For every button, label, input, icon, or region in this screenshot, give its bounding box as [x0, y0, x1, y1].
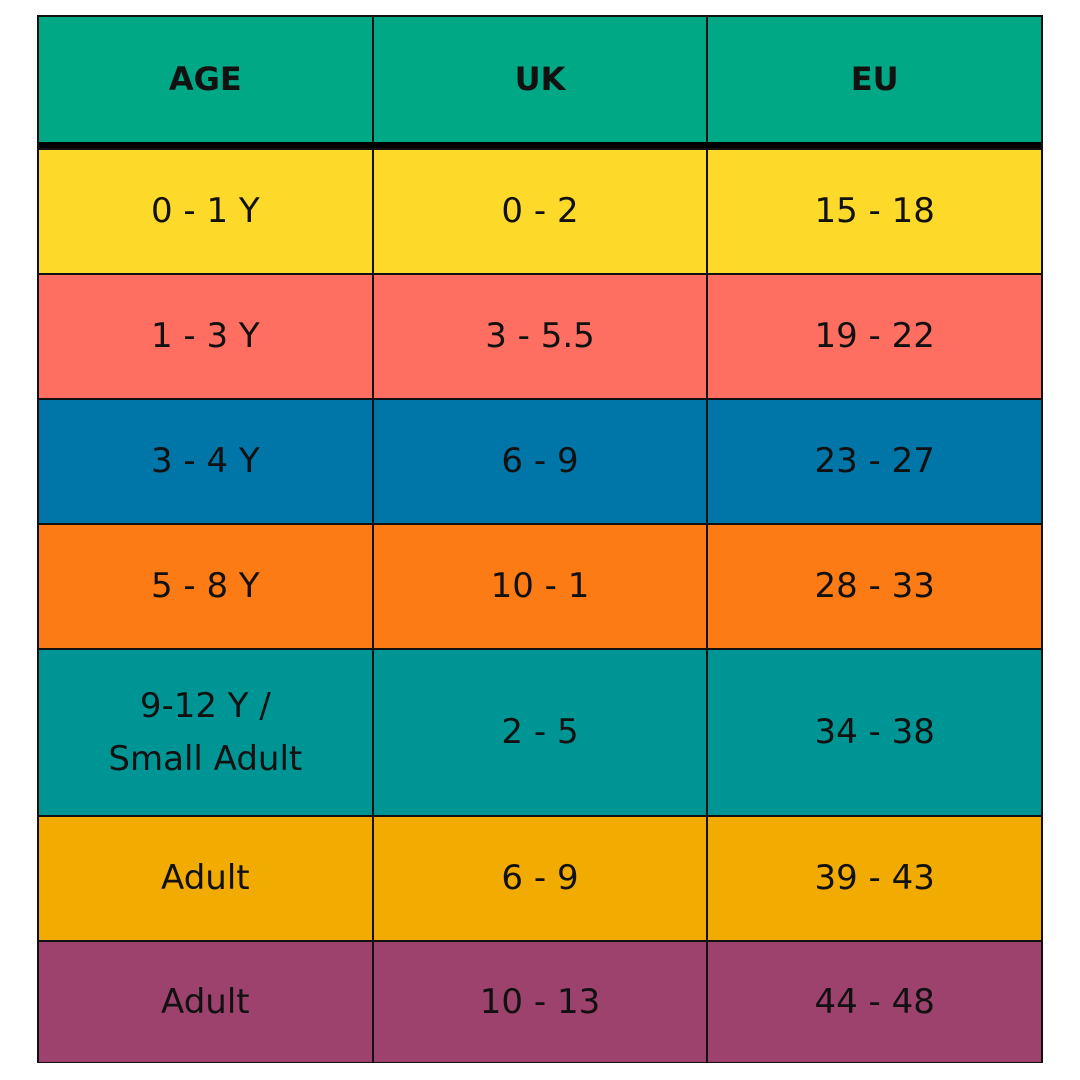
table-cell: 6 - 9: [374, 817, 709, 940]
table-cell: EU: [850, 59, 899, 98]
table-cell: 10 - 1: [374, 525, 709, 648]
table-row: Adult 10 - 13 44 - 48: [39, 940, 1041, 1062]
table-cell: 9-12 Y / Small Adult: [39, 650, 374, 815]
table-row: Adult 6 - 9 39 - 43: [39, 815, 1041, 940]
table-cell: 15 - 18: [814, 191, 935, 232]
table-cell: 28 - 33: [814, 566, 935, 607]
table-cell: Adult: [39, 942, 374, 1062]
table-cell: 19 - 22: [814, 316, 935, 357]
table-row: 9-12 Y / Small Adult 2 - 5 34 - 38: [39, 648, 1041, 815]
table-cell: 23 - 27: [814, 441, 935, 482]
table-cell: 0 - 2: [374, 150, 709, 273]
table-cell: 2 - 5: [374, 650, 709, 815]
table-cell: 44 - 48: [814, 981, 935, 1022]
table-row: 5 - 8 Y 10 - 1 28 - 33: [39, 523, 1041, 648]
table-cell: 0 - 1 Y: [39, 150, 374, 273]
header-row: AGE UK EU: [39, 17, 1041, 150]
table-cell: 10 - 13: [374, 942, 709, 1062]
table-cell: Adult: [39, 817, 374, 940]
table-cell: 3 - 5.5: [374, 275, 709, 398]
table-cell: UK: [374, 17, 709, 142]
table-cell: 5 - 8 Y: [39, 525, 374, 648]
table-cell: 34 - 38: [814, 712, 935, 753]
table-cell: 39 - 43: [814, 858, 935, 899]
table-cell: 1 - 3 Y: [39, 275, 374, 398]
table-cell: 6 - 9: [374, 400, 709, 523]
table-cell: 3 - 4 Y: [39, 400, 374, 523]
table-cell: AGE: [39, 17, 374, 142]
